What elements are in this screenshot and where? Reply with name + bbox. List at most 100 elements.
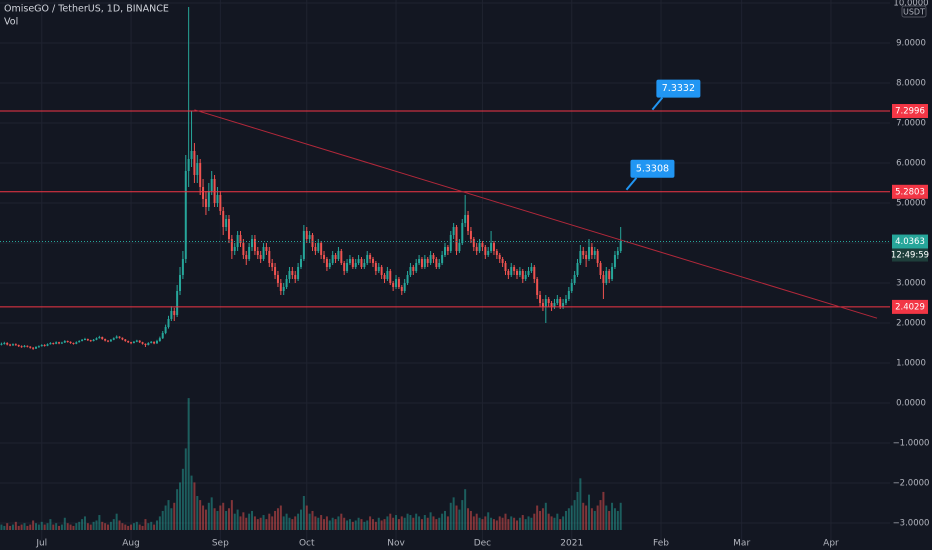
candle-body [507, 271, 510, 275]
volume-bar [403, 517, 406, 530]
volume-bar [26, 525, 29, 530]
candle-body [190, 151, 193, 159]
x-tick-label: Jul [35, 539, 47, 549]
volume-bar [176, 489, 179, 530]
volume-bar [262, 515, 265, 530]
volume-bar [596, 505, 599, 530]
volume-bar [518, 517, 521, 530]
candle-body [412, 267, 415, 271]
candle-body [55, 342, 58, 344]
candle-body [202, 187, 205, 199]
candle-body [449, 235, 452, 251]
candle-body [619, 241, 622, 251]
candle-body [490, 243, 493, 251]
last-price-label: 4.0363 [895, 237, 925, 247]
candle-body [181, 259, 184, 275]
volume-bar [294, 516, 297, 530]
y-tick-label: 10.0000 [893, 0, 928, 9]
candle-body [498, 255, 501, 259]
candle-body [438, 263, 441, 267]
candle-body [521, 271, 524, 279]
candle-body [161, 333, 164, 339]
candle-body [314, 247, 317, 251]
candle-body [524, 275, 527, 279]
callout-box [656, 79, 701, 98]
candle-body [299, 259, 302, 267]
volume-bar [386, 516, 389, 530]
volume-bar [193, 482, 196, 530]
volume-bar [127, 525, 130, 530]
volume-bar [132, 523, 135, 530]
candle-body [9, 344, 12, 346]
volume-bar [533, 513, 536, 530]
candle-body [366, 255, 369, 263]
volume-bar [380, 520, 383, 530]
candle-body [429, 255, 432, 263]
candle-body [138, 340, 141, 343]
candle-body [26, 345, 29, 347]
candle-body [78, 341, 81, 343]
candle-body [504, 263, 507, 271]
volume-bar [536, 505, 539, 530]
x-tick-label: Apr [823, 539, 839, 549]
x-tick-label: Aug [122, 539, 140, 549]
volume-bar [32, 520, 35, 530]
candle-body [52, 343, 55, 344]
volume-bar [334, 519, 337, 530]
candle-body [35, 347, 38, 349]
volume-bar [501, 517, 504, 530]
volume-bar [158, 516, 161, 530]
candle-body [104, 339, 107, 341]
candle-body [452, 227, 455, 235]
volume-bar [579, 478, 582, 530]
volume-bar [395, 515, 398, 530]
volume-bar [98, 515, 101, 530]
volume-bar [481, 519, 484, 530]
volume-bar [590, 508, 593, 530]
volume-bar [547, 513, 550, 530]
volume-bar [207, 502, 210, 530]
candle-body [164, 327, 167, 333]
volume-bar [72, 525, 75, 530]
volume-bar [245, 517, 248, 530]
candle-body [40, 345, 43, 347]
volume-bar [265, 519, 268, 530]
volume-bar [20, 524, 23, 530]
volume-bar [429, 512, 432, 530]
volume-bar [351, 521, 354, 530]
volume-bar [472, 516, 475, 530]
volume-bar [328, 520, 331, 530]
candle-body [544, 299, 547, 307]
volume-bar [0, 524, 3, 530]
candle-body [432, 255, 435, 259]
callout-label: 5.3308 [636, 163, 669, 174]
candle-body [334, 255, 337, 259]
x-tick-label: 2021 [560, 539, 583, 549]
candle-body [518, 271, 521, 275]
candle-body [158, 338, 161, 341]
candle-body [383, 275, 386, 279]
candle-body [567, 291, 570, 299]
candle-body [492, 243, 495, 251]
candle-body [135, 340, 138, 342]
candle-body [132, 341, 135, 343]
volume-bar [469, 510, 472, 530]
candle-body [397, 279, 400, 287]
volume-bar [432, 516, 435, 530]
candle-body [423, 259, 426, 267]
candle-body [89, 340, 92, 342]
candle-body [446, 247, 449, 251]
volume-bar [124, 524, 127, 530]
candle-body [590, 247, 593, 255]
volume-bar [475, 513, 478, 530]
candle-body [83, 339, 86, 340]
volume-bar [366, 520, 369, 530]
x-tick-label: Sep [212, 539, 229, 549]
volume-bar [487, 512, 490, 530]
candle-body [147, 343, 150, 345]
volume-bar [78, 521, 81, 530]
candle-body [478, 243, 481, 251]
candle-body [536, 279, 539, 295]
volume-bar [107, 524, 110, 530]
volume-bar [446, 516, 449, 530]
